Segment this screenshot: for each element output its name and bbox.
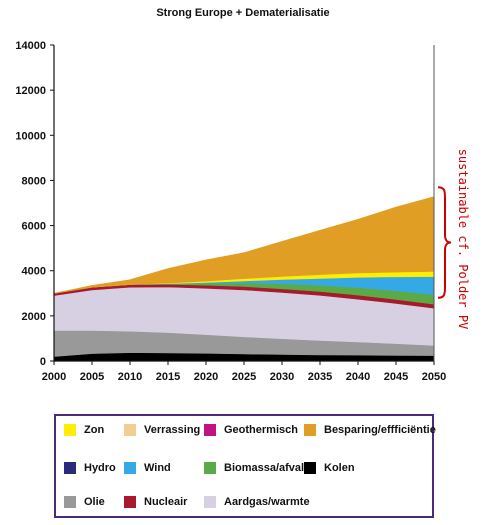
legend-item-wind: Wind	[124, 462, 171, 474]
legend-label: Nucleair	[144, 496, 188, 508]
legend-swatch	[204, 496, 216, 508]
axes: 0 2000 4000 6000 8000 10000 12000 14000 2000 2005…	[15, 40, 446, 383]
y-tick-label: 2000	[22, 311, 46, 323]
legend-swatch	[64, 424, 76, 436]
legend-swatch	[304, 462, 316, 474]
annotation-text: sustainable cf. Polder PV	[456, 149, 470, 330]
legend-item-olie: Olie	[64, 496, 105, 508]
legend: Zon Verrassing Geothermisch Besparing/efffi…	[54, 414, 436, 518]
x-tick-label: 2045	[384, 371, 408, 383]
legend-label: Hydro	[84, 462, 116, 474]
y-tick-label: 6000	[22, 221, 46, 233]
y-tick-label: 10000	[15, 130, 46, 142]
chart: Strong Europe + Dematerialisatie 0 2000 40…	[15, 7, 470, 383]
y-tick-label: 14000	[15, 40, 46, 52]
legend-swatch	[124, 496, 136, 508]
legend-label: Olie	[84, 496, 105, 508]
x-tick-label: 2005	[80, 371, 104, 383]
annotation-brace	[437, 186, 452, 299]
x-tick-label: 2015	[156, 371, 180, 383]
legend-item-zon: Zon	[64, 424, 104, 436]
legend-label: Besparing/effficiëntie	[324, 424, 436, 436]
legend-item-geothermisch: Geothermisch	[204, 424, 298, 436]
legend-item-aardgas-warmte: Aardgas/warmte	[204, 496, 310, 508]
series-areas	[53, 196, 435, 362]
chart-title: Strong Europe + Dematerialisatie	[156, 7, 329, 19]
legend-swatch	[204, 424, 216, 436]
legend-item-kolen: Kolen	[304, 462, 355, 474]
legend-label: Verrassing	[144, 424, 201, 436]
x-tick-label: 2020	[194, 371, 218, 383]
x-tick-label: 2025	[232, 371, 256, 383]
x-tick-label: 2040	[346, 371, 370, 383]
annotation-group: sustainable cf. Polder PV	[437, 149, 470, 330]
legend-label: Zon	[84, 424, 105, 436]
y-tick-label: 4000	[22, 266, 46, 278]
x-tick-label: 2030	[270, 371, 294, 383]
legend-swatch	[124, 462, 136, 474]
x-tick-label: 2010	[118, 371, 142, 383]
legend-label: Biomassa/afval	[224, 462, 305, 474]
legend-label: Aardgas/warmte	[224, 496, 310, 508]
legend-item-besparing-efffici-ntie: Besparing/effficiëntie	[304, 424, 436, 436]
x-tick-label: 2000	[42, 371, 66, 383]
legend-label: Wind	[144, 462, 171, 474]
x-tick-label: 2050	[422, 371, 446, 383]
y-tick-label: 8000	[22, 175, 46, 187]
legend-swatch	[124, 424, 136, 436]
legend-item-verrassing: Verrassing	[124, 424, 200, 436]
legend-item-nucleair: Nucleair	[124, 496, 187, 508]
legend-swatch	[64, 496, 76, 508]
y-tick-label: 12000	[15, 85, 46, 97]
y-tick-label: 0	[40, 356, 46, 368]
legend-swatch	[304, 424, 316, 436]
legend-item-biomassa-afval: Biomassa/afval	[204, 462, 304, 474]
legend-label: Kolen	[324, 462, 355, 474]
x-tick-label: 2035	[308, 371, 332, 383]
legend-label: Geothermisch	[224, 424, 298, 436]
legend-swatch	[204, 462, 216, 474]
legend-swatch	[64, 462, 76, 474]
legend-item-hydro: Hydro	[64, 462, 116, 474]
